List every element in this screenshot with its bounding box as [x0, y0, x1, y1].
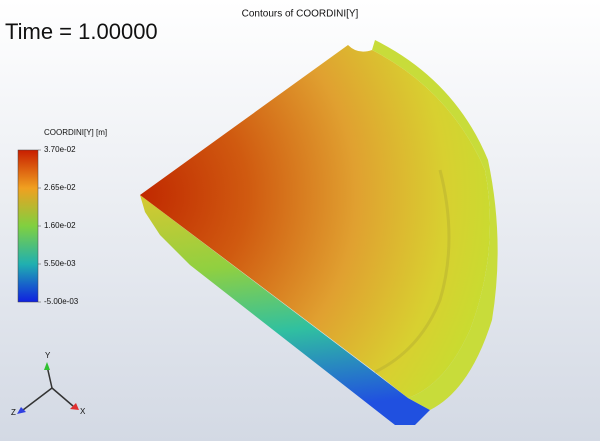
plot-title: Contours of COORDINI[Y] — [242, 9, 359, 20]
colorbar: COORDINI[Y] [m] 3.70e-02 2.65e-02 1.60e-02… — [17, 128, 107, 306]
triad-z-label: Z — [11, 408, 16, 417]
colorbar-tick-label: -5.00e-03 — [44, 297, 79, 306]
top-face — [140, 45, 490, 398]
model — [140, 40, 498, 425]
side-face — [140, 195, 430, 425]
colorbar-tick-label: 1.60e-02 — [44, 221, 76, 230]
triad-x-label: X — [80, 407, 86, 416]
triad-x — [51, 387, 74, 407]
time-label: Time = 1.00000 — [5, 19, 158, 44]
groove — [374, 169, 451, 374]
colorbar-tick-label: 3.70e-02 — [44, 145, 76, 154]
triad-z — [22, 387, 53, 411]
colorbar-scale — [17, 149, 39, 303]
triad-y-head — [44, 362, 50, 370]
axis-triad: Y X Z — [11, 351, 86, 417]
colorbar-title: COORDINI[Y] [m] — [44, 128, 107, 137]
colorbar-tick-label: 2.65e-02 — [44, 183, 76, 192]
triad-x-head — [70, 403, 79, 410]
triad-y-label: Y — [45, 351, 51, 360]
rim — [372, 40, 498, 410]
triad-z-head — [17, 407, 26, 414]
colorbar-tick-label: 5.50e-03 — [44, 259, 76, 268]
